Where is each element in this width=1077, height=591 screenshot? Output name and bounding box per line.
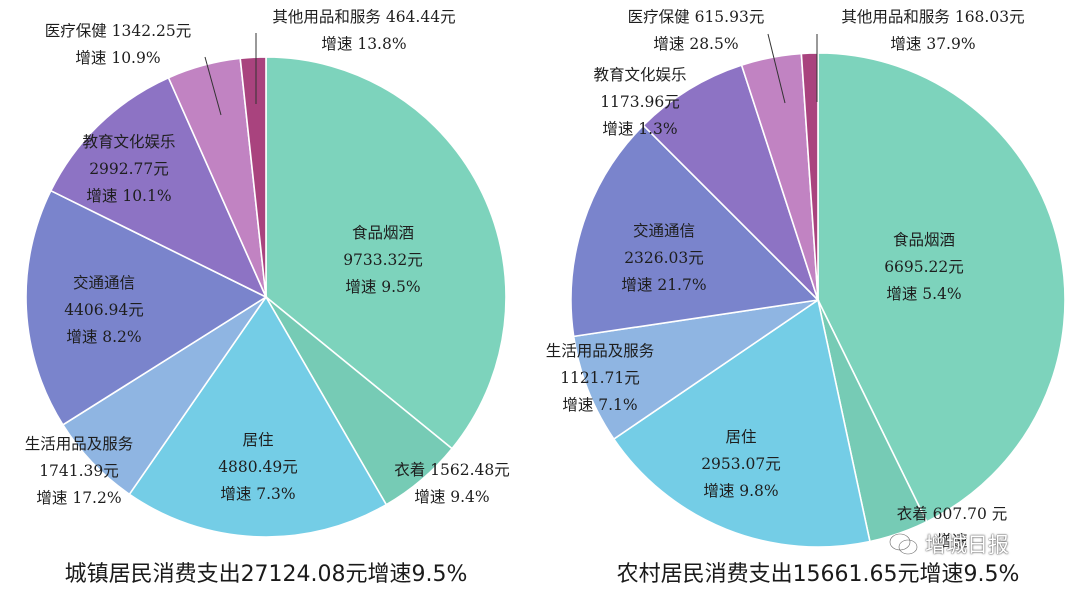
pie-slice-food [817, 52, 1066, 523]
leader-line-medical [204, 56, 222, 116]
slice-label-line: 增速 17.2% [36, 489, 121, 507]
slice-label-line: 2326.03元 [624, 249, 704, 267]
slice-label-line: 2953.07元 [701, 455, 781, 473]
slice-label-other: 其他用品和服务 168.03元增速 37.9% [841, 8, 1024, 53]
slice-label-line: 居住 [725, 428, 756, 446]
slice-label-clothing: 衣着 1562.48元增速 9.4% [394, 461, 510, 506]
slice-label-line: 4880.49元 [218, 458, 298, 476]
slice-label-line: 增速 37.9% [890, 35, 975, 53]
slice-label-line: 增速 [936, 532, 967, 550]
slice-label-line: 教育文化娱乐 [82, 133, 175, 151]
slice-label-housing: 居住 4880.49元增速 7.3% [218, 431, 298, 503]
slice-label-line: 其他用品和服务 464.44元 [272, 8, 455, 26]
rural-pie-labels: 食品烟酒 6695.22元增速 5.4% 衣着 607.70 元增速 居住 2953.0… [546, 8, 1025, 550]
pie-slice-other [800, 52, 819, 301]
slice-label-line: 食品烟酒 [352, 224, 414, 242]
slice-label-food: 食品烟酒 6695.22元增速 5.4% [884, 231, 964, 303]
urban-pie-slices [25, 56, 507, 538]
rural-chart-caption: 农村居民消费支出15661.65元增速9.5% [617, 562, 1020, 587]
slice-label-line: 9733.32元 [343, 251, 423, 269]
slice-label-line: 增速 13.8% [321, 35, 406, 53]
urban-pie-chart: 食品烟酒 9733.32元增速 9.5% 衣着 1562.48元增速 9.4% 居住 4… [25, 8, 510, 587]
slice-label-line: 衣着 607.70 元 [897, 505, 1008, 523]
slice-label-line: 生活用品及服务 [25, 435, 134, 453]
slice-label-line: 增速 21.7% [621, 276, 706, 294]
rural-pie-chart: 食品烟酒 6695.22元增速 5.4% 衣着 607.70 元增速 居住 2953.0… [546, 8, 1066, 587]
slice-label-medical: 医疗保健 615.93元增速 28.5% [628, 8, 765, 53]
slice-label-line: 食品烟酒 [893, 231, 955, 249]
leader-line-medical [767, 33, 786, 104]
slice-label-line: 4406.94元 [64, 301, 144, 319]
slice-label-living: 生活用品及服务 1121.71元增速 7.1% [546, 342, 655, 414]
slice-label-line: 增速 9.8% [703, 482, 778, 500]
slice-label-line: 增速 28.5% [653, 35, 738, 53]
pie-slice-living [572, 299, 819, 441]
slice-label-line: 增速 8.2% [66, 328, 141, 346]
slice-label-line: 其他用品和服务 168.03元 [841, 8, 1024, 26]
slice-label-line: 交通通信 [633, 222, 695, 240]
slice-label-line: 教育文化娱乐 [593, 66, 686, 84]
rural-pie-leader-lines [767, 33, 818, 104]
slice-label-housing: 居住 2953.07元增速 9.8% [701, 428, 781, 500]
slice-label-other: 其他用品和服务 464.44元增速 13.8% [272, 8, 455, 53]
slice-label-transport: 交通通信 2326.03元增速 21.7% [621, 222, 706, 294]
pie-slice-other [239, 56, 267, 298]
slice-label-line: 增速 5.4% [886, 285, 961, 303]
urban-chart-caption: 城镇居民消费支出27124.08元增速9.5% [65, 562, 468, 587]
slice-label-line: 增速 10.9% [75, 49, 160, 67]
pie-slice-transport [570, 124, 820, 338]
pie-slice-education [49, 76, 268, 299]
slice-label-line: 2992.77元 [89, 160, 169, 178]
slice-label-line: 增速 9.5% [345, 278, 420, 296]
wechat-icon [889, 533, 918, 555]
rural-pie-slices [570, 52, 1066, 548]
slice-label-line: 增速 1.3% [602, 120, 677, 138]
slice-label-line: 衣着 1562.48元 [394, 461, 510, 479]
slice-label-line: 增速 7.1% [562, 396, 637, 414]
slice-label-line: 1173.96元 [600, 93, 680, 111]
slice-label-transport: 交通通信 4406.94元增速 8.2% [64, 274, 144, 346]
slice-label-education: 教育文化娱乐 2992.77元增速 10.1% [82, 133, 175, 205]
slice-label-line: 医疗保健 1342.25元 [45, 22, 192, 40]
urban-pie-leader-lines [204, 33, 257, 116]
slice-label-education: 教育文化娱乐 1173.96元增速 1.3% [593, 66, 686, 138]
slice-label-line: 1741.39元 [39, 462, 119, 480]
slice-label-medical: 医疗保健 1342.25元增速 10.9% [45, 22, 192, 67]
slice-label-line: 居住 [242, 431, 273, 449]
pie-slice-food [265, 56, 507, 450]
pie-slice-housing [128, 295, 388, 538]
slice-label-clothing: 衣着 607.70 元增速 [897, 505, 1008, 550]
urban-pie-labels: 食品烟酒 9733.32元增速 9.5% 衣着 1562.48元增速 9.4% 居住 4… [25, 8, 510, 507]
slice-label-line: 增速 7.3% [220, 485, 295, 503]
slice-label-food: 食品烟酒 9733.32元增速 9.5% [343, 224, 423, 296]
pie-slice-housing [612, 298, 871, 548]
slice-label-line: 6695.22元 [884, 258, 964, 276]
slice-label-line: 增速 9.4% [414, 488, 489, 506]
slice-label-line: 增速 10.1% [86, 187, 171, 205]
slice-label-line: 交通通信 [73, 274, 135, 292]
slice-label-line: 医疗保健 615.93元 [628, 8, 765, 26]
slice-label-living: 生活用品及服务 1741.39元增速 17.2% [25, 435, 134, 507]
watermark-text: 增城日报 [925, 533, 1009, 557]
watermark: 增城日报 [889, 528, 1009, 560]
pie-slice-education [642, 64, 819, 301]
pie-slice-transport [25, 189, 268, 426]
slice-label-line: 1121.71元 [560, 369, 640, 387]
slice-label-line: 生活用品及服务 [546, 342, 655, 360]
